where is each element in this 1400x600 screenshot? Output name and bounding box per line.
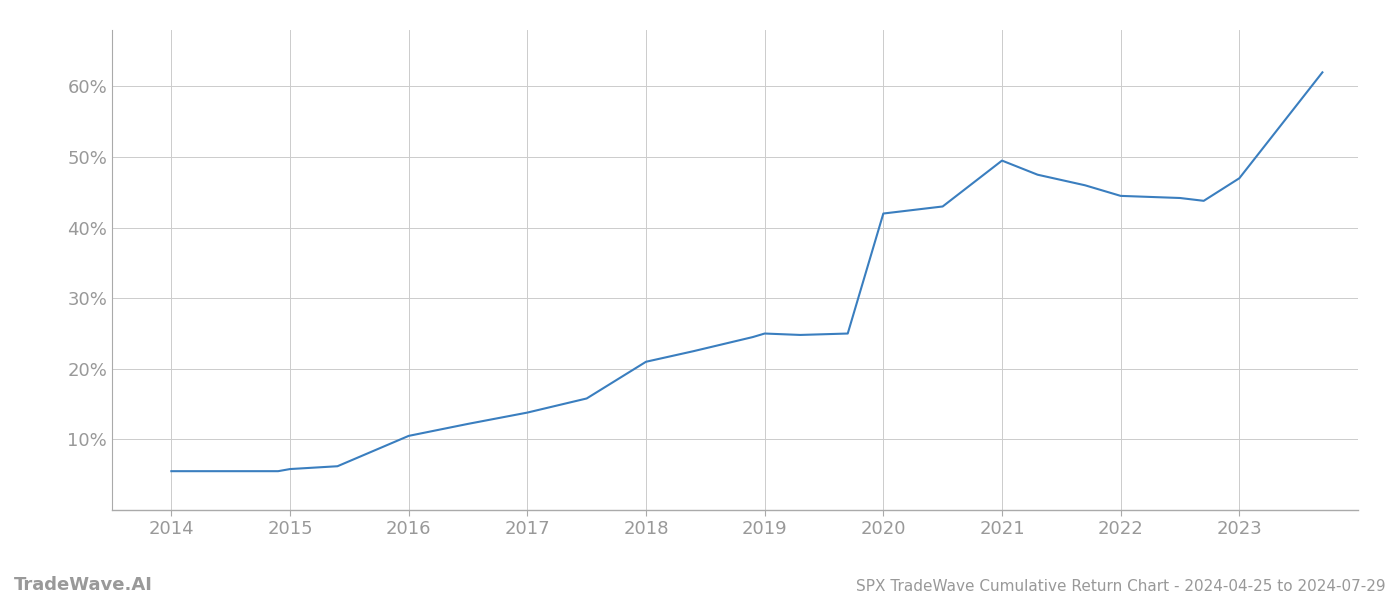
Text: SPX TradeWave Cumulative Return Chart - 2024-04-25 to 2024-07-29: SPX TradeWave Cumulative Return Chart - … [857, 579, 1386, 594]
Text: TradeWave.AI: TradeWave.AI [14, 576, 153, 594]
